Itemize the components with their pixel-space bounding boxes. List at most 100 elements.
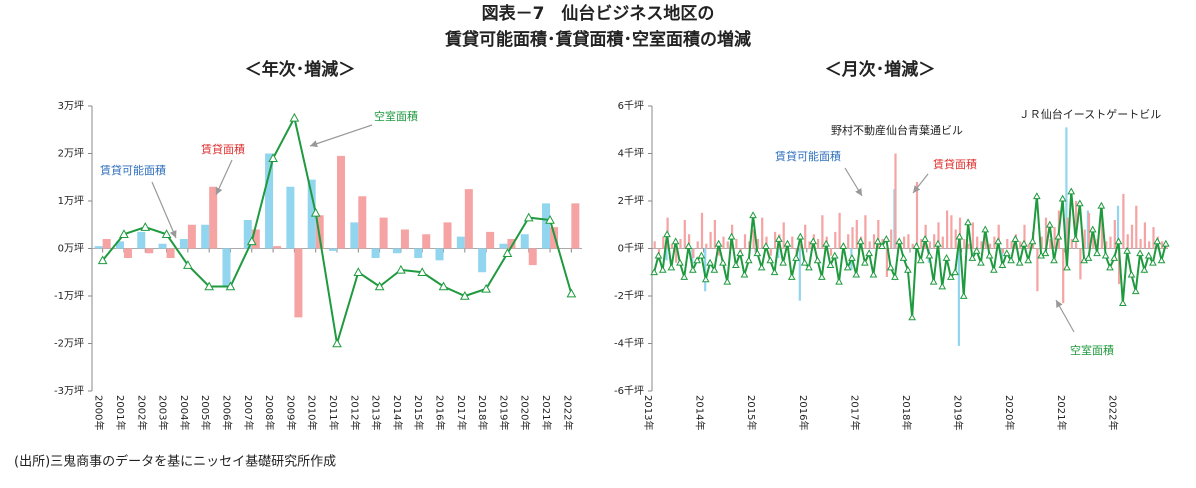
marker — [1136, 249, 1144, 257]
x-tick-label: 2011年 — [327, 395, 340, 430]
marker — [882, 234, 891, 242]
marker — [1011, 234, 1020, 242]
bar — [571, 203, 580, 249]
bar — [903, 236, 906, 249]
x-tick-label: 2015年 — [412, 395, 425, 430]
bar — [957, 248, 960, 346]
marker — [998, 261, 1007, 269]
bar — [890, 229, 893, 249]
marker — [990, 265, 998, 273]
bar — [868, 241, 871, 249]
bar — [115, 241, 124, 249]
marker — [904, 265, 912, 273]
bar — [683, 220, 686, 249]
bar — [735, 239, 738, 249]
bar — [993, 236, 996, 249]
annotation: 賃貸可能面積 — [775, 149, 841, 163]
x-tick-label: 2008年 — [263, 395, 276, 430]
annotation-arrow — [1055, 299, 1075, 333]
y-tick-label: 0万坪 — [58, 242, 84, 255]
bar — [187, 224, 196, 249]
bar — [894, 153, 897, 249]
bar — [971, 222, 974, 249]
bar — [1065, 127, 1068, 249]
bar — [1053, 227, 1056, 249]
marker — [161, 229, 172, 238]
bar — [286, 186, 295, 249]
bar — [1105, 241, 1108, 249]
marker — [680, 272, 689, 280]
bar — [704, 248, 707, 292]
x-tick-label: 2022年 — [1106, 395, 1119, 430]
marker — [809, 237, 818, 245]
marker — [697, 251, 706, 259]
bar — [1040, 236, 1043, 249]
bar — [700, 212, 704, 249]
marker — [744, 256, 753, 264]
bar — [550, 227, 559, 249]
marker — [1033, 192, 1041, 200]
y-tick-label: -1万坪 — [54, 289, 84, 302]
marker — [658, 265, 667, 273]
bar — [1000, 248, 1003, 261]
marker — [805, 263, 813, 271]
y-tick-label: 0千坪 — [618, 242, 644, 255]
marker — [1101, 251, 1110, 259]
bar — [507, 239, 516, 249]
bar — [915, 182, 919, 249]
x-tick-label: 2017年 — [455, 395, 468, 430]
marker — [1002, 249, 1011, 257]
bar — [679, 239, 682, 249]
bar — [1079, 248, 1082, 280]
bar — [251, 229, 260, 249]
bar — [486, 231, 495, 249]
marker — [1058, 194, 1067, 202]
bar — [1135, 205, 1138, 249]
marker — [723, 277, 732, 285]
x-tick-label: 2018年 — [476, 395, 489, 430]
bar — [722, 236, 725, 249]
y-tick-label: -3万坪 — [54, 384, 84, 397]
bar — [379, 217, 388, 249]
x-tick-label: 2020年 — [519, 395, 532, 430]
marker — [701, 275, 710, 283]
bar — [834, 231, 837, 249]
bar — [265, 153, 274, 249]
bar — [958, 217, 962, 249]
bar — [1139, 239, 1142, 249]
marker — [921, 234, 929, 242]
bar — [102, 239, 111, 249]
bar — [528, 248, 537, 266]
marker — [886, 263, 895, 271]
marker — [964, 218, 972, 226]
bar — [989, 243, 992, 249]
marker — [895, 237, 904, 245]
marker — [818, 272, 826, 280]
annotation-arrow — [151, 181, 177, 239]
bar — [1044, 217, 1048, 249]
marker — [246, 236, 257, 246]
marker — [925, 251, 934, 259]
x-tick-label: 2012年 — [348, 395, 361, 430]
annotation: 野村不動産仙台青葉通ビル — [831, 123, 963, 137]
bar — [443, 222, 452, 249]
marker — [1063, 263, 1071, 271]
bar — [1109, 236, 1112, 249]
marker — [822, 239, 830, 247]
x-tick-label: 2016年 — [797, 395, 810, 430]
y-tick-label: -2万坪 — [54, 337, 84, 350]
marker — [1123, 246, 1131, 254]
annotation-arrow — [912, 173, 929, 194]
marker — [1041, 249, 1050, 257]
marker — [951, 268, 959, 276]
y-tick-label: 4千坪 — [618, 147, 644, 160]
marker — [710, 265, 719, 273]
marker — [934, 239, 942, 247]
y-tick-label: -2千坪 — [614, 289, 644, 302]
marker — [438, 281, 449, 291]
bar — [769, 248, 772, 256]
marker — [1140, 265, 1149, 273]
bar — [1036, 248, 1039, 292]
chart-title: ＜年次･増減＞ — [245, 59, 356, 80]
